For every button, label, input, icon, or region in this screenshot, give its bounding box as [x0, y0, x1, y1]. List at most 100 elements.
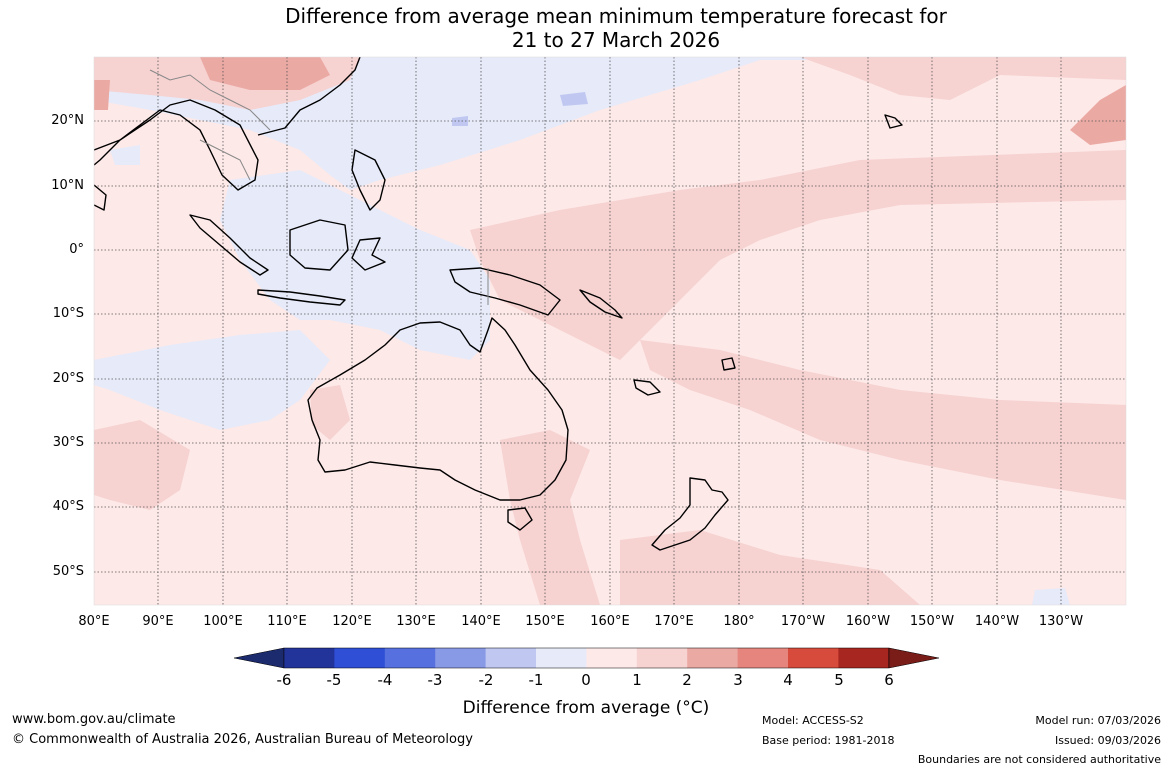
philippines-coastline: [351, 149, 386, 211]
colorbar-segment: [636, 648, 688, 668]
coastlines: [94, 57, 903, 551]
lon-label: 150°W: [909, 614, 955, 629]
warmer-region-tropics: [470, 150, 1126, 360]
cooler-patch: [110, 145, 140, 165]
lat-label: 10°N: [51, 178, 84, 193]
colorbar-tick: -3: [427, 671, 443, 689]
lon-label: 130°W: [1038, 614, 1084, 629]
new-guinea-coastline: [449, 267, 561, 316]
fiji-coastline: [721, 357, 736, 371]
colorbar-segment: [485, 648, 537, 668]
colorbar-tick: 1: [632, 671, 642, 689]
colorbar-tick: 4: [783, 671, 793, 689]
lon-label: 110°E: [267, 614, 307, 629]
lat-label: 20°N: [51, 113, 84, 128]
map-frame: [93, 56, 1127, 606]
colorbar-tick: -6: [276, 671, 292, 689]
lon-label: 130°E: [396, 614, 436, 629]
colorbar-tick: 0: [581, 671, 591, 689]
lon-label: 80°E: [78, 614, 110, 629]
colorbar-segment: [737, 648, 789, 668]
warmer-region-southern: [620, 530, 920, 605]
sri-lanka-coastline: [94, 184, 107, 211]
colorbar-tick: 3: [733, 671, 743, 689]
cooler-region-indian-ocean: [94, 330, 330, 430]
colorbar-segment: [838, 648, 890, 668]
lon-label: 170°E: [654, 614, 694, 629]
colorbar-under-arrow: [233, 647, 285, 669]
java-coastline: [257, 289, 346, 306]
asia-coastline: [94, 99, 259, 191]
anomaly-field: [94, 57, 1126, 605]
colorbar-tick: -4: [377, 671, 393, 689]
map-title: Difference from average mean minimum tem…: [0, 4, 1173, 52]
country-borders: [149, 69, 489, 305]
colorbar-segment: [687, 648, 739, 668]
colorbar-title: Difference from average (°C): [462, 698, 710, 718]
colorbar-segment: [586, 648, 638, 668]
base-period: Base period: 1981-2018: [762, 734, 895, 747]
new-caledonia-coastline: [633, 379, 661, 396]
colorbar-tick: -2: [478, 671, 494, 689]
lon-label: 160°W: [845, 614, 891, 629]
warmer-region-north-pacific: [800, 57, 1126, 100]
colorbar-tick: 6: [884, 671, 894, 689]
solomon-islands-coastline: [579, 289, 623, 319]
lon-label: 180°: [723, 614, 755, 629]
warmer-band-south-pacific: [640, 340, 1126, 500]
model-name: Model: ACCESS-S2: [762, 714, 864, 727]
warmer-region-tasman: [500, 430, 600, 605]
lon-label: 140°E: [461, 614, 501, 629]
issued-date: Issued: 09/03/2026: [1054, 734, 1161, 747]
boundaries-disclaimer: Boundaries are not considered authoritat…: [917, 753, 1161, 766]
copyright-text: © Commonwealth of Australia 2026, Austra…: [12, 732, 473, 747]
colorbar-segment: [788, 648, 839, 668]
lon-label: 150°E: [525, 614, 565, 629]
warm-region-china: [200, 57, 330, 90]
lon-label: 90°E: [142, 614, 174, 629]
sumatra-coastline: [189, 214, 269, 276]
lon-label: 140°W: [974, 614, 1020, 629]
colorbar-tick: -5: [326, 671, 342, 689]
colorbar-tick: 5: [834, 671, 844, 689]
colorbar-tick: -1: [528, 671, 544, 689]
sulawesi-coastline: [351, 237, 386, 271]
warmer-region-southwest: [94, 420, 190, 510]
lat-label: 30°S: [52, 435, 84, 450]
australia-coastline: [307, 317, 569, 501]
cool-spot: [560, 92, 588, 106]
china-coastline: [257, 57, 361, 136]
graticule: [94, 57, 1126, 605]
lat-label: 50°S: [52, 564, 84, 579]
lat-label: 0°: [69, 242, 84, 257]
colorbar-segment: [536, 648, 587, 668]
colorbar-tick: 2: [682, 671, 692, 689]
cool-spot: [452, 116, 468, 126]
cooler-band-north: [94, 57, 1126, 190]
warm-patch-east-pacific: [1070, 85, 1126, 145]
colorbar-segment: [334, 648, 386, 668]
cooler-region-maritime: [220, 170, 490, 360]
hawaii-coastline: [884, 114, 903, 129]
lat-label: 40°S: [52, 499, 84, 514]
borneo-coastline: [289, 219, 349, 271]
lat-label: 10°S: [52, 306, 84, 321]
colorbar-segment: [284, 648, 335, 668]
lat-label: 20°S: [52, 371, 84, 386]
colorbar-segment: [435, 648, 487, 668]
lon-label: 120°E: [332, 614, 372, 629]
title-line-2: 21 to 27 March 2026: [511, 28, 721, 52]
warm-patch-wa: [310, 385, 350, 440]
lon-label: 100°E: [203, 614, 243, 629]
model-run-date: Model run: 07/03/2026: [1035, 714, 1161, 727]
lon-label: 160°E: [590, 614, 630, 629]
colorbar: [233, 647, 940, 669]
title-line-1: Difference from average mean minimum tem…: [285, 4, 947, 28]
cool-patch-south: [1032, 588, 1070, 605]
website-link[interactable]: www.bom.gov.au/climate: [12, 712, 176, 727]
new-zealand-coastline: [651, 477, 729, 551]
colorbar-segment: [384, 648, 436, 668]
warm-patch-west: [94, 80, 110, 110]
colorbar-over-arrow: [888, 647, 940, 669]
